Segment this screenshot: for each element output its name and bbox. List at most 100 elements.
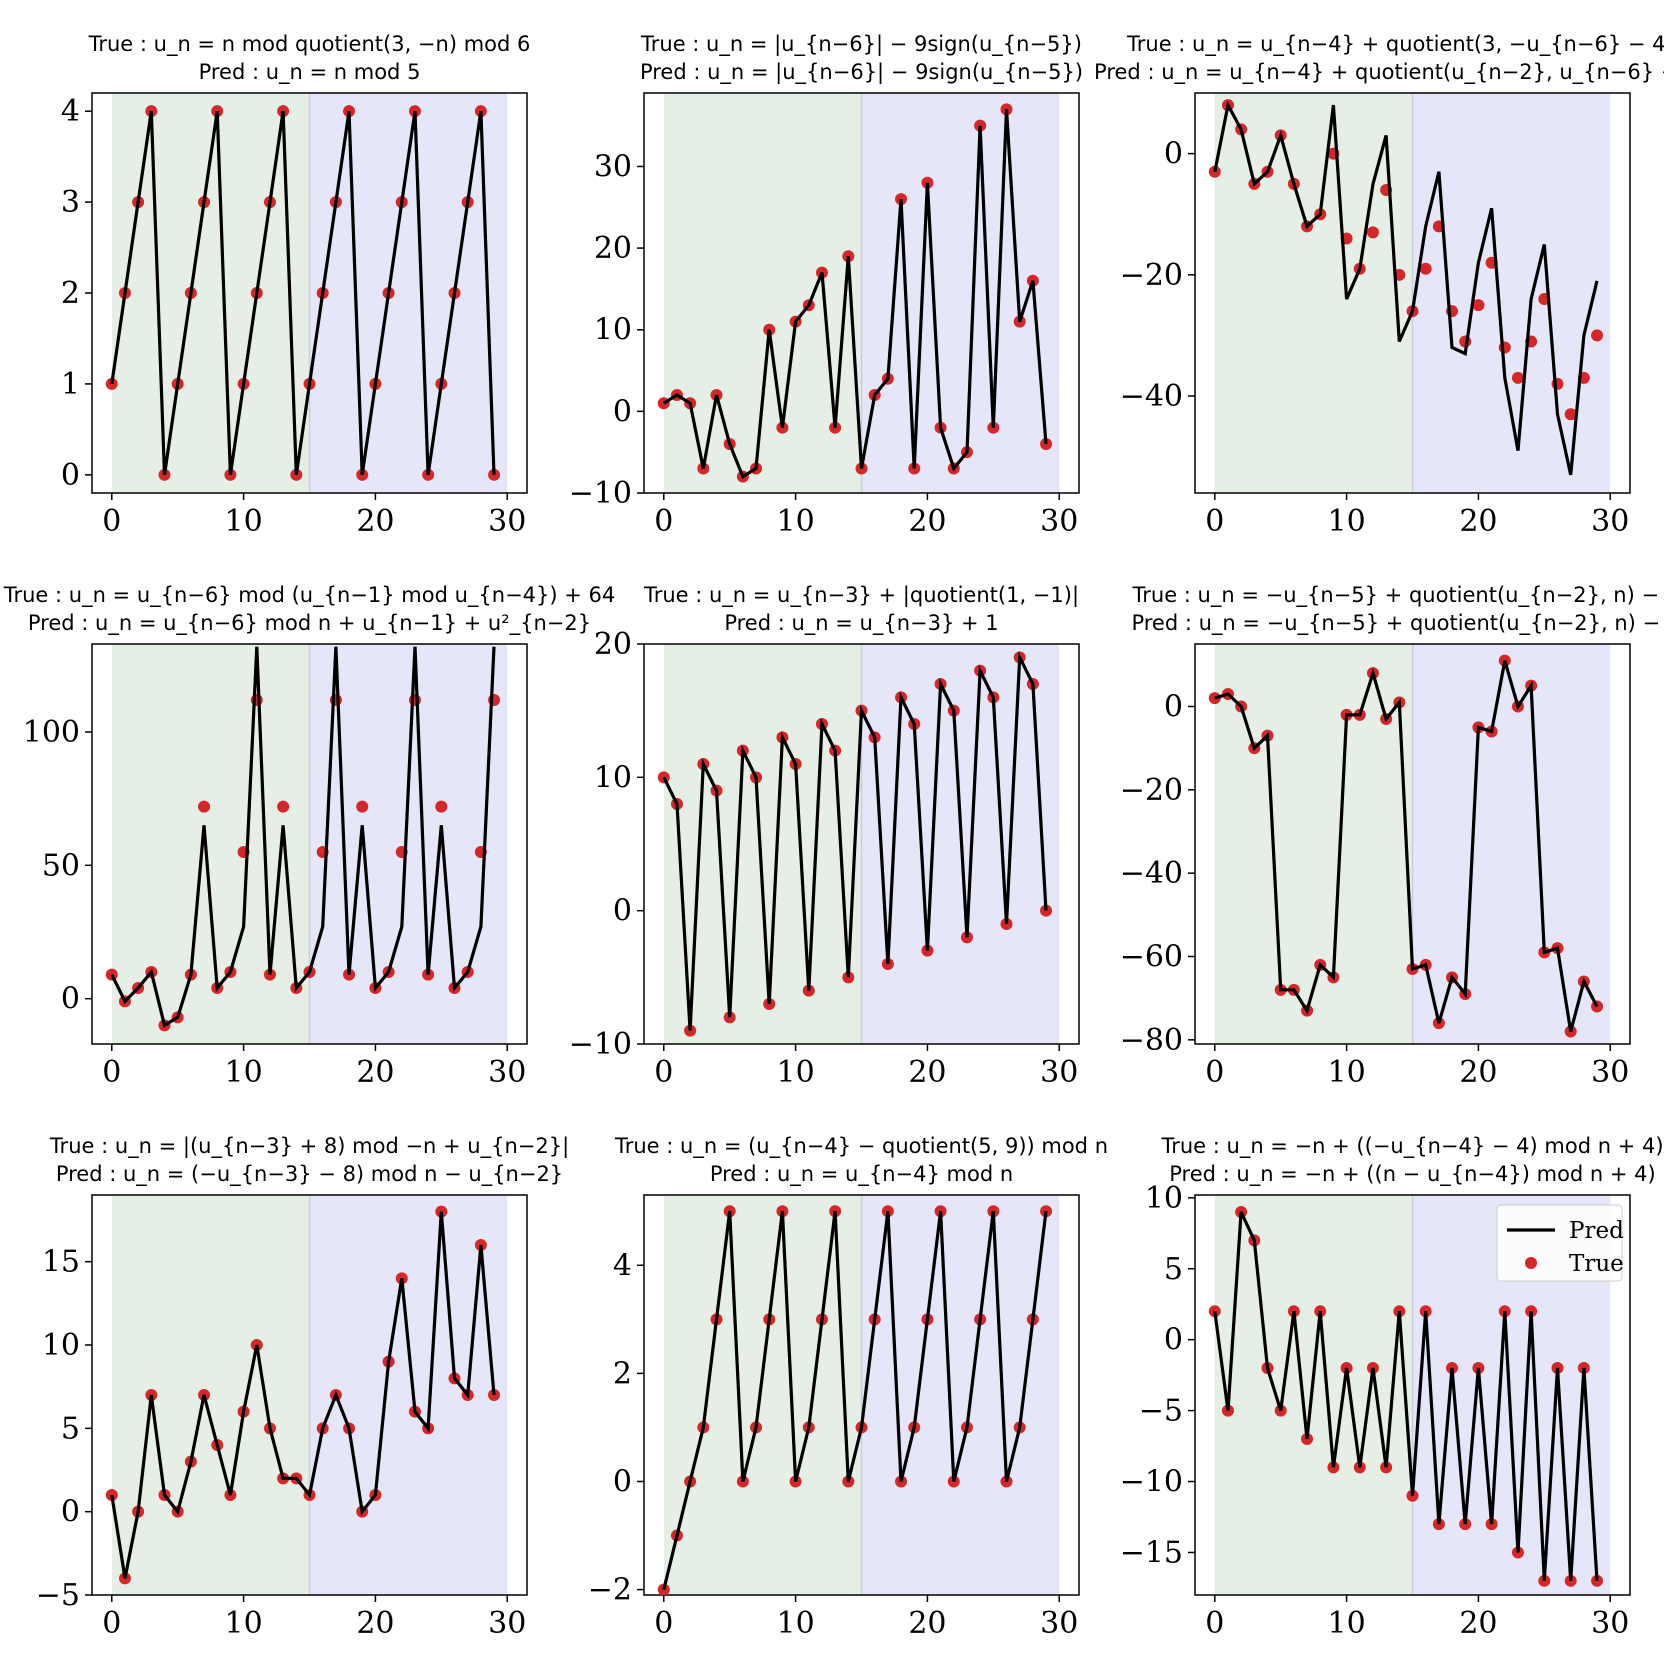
y-tick-label: 10 (594, 760, 632, 795)
y-tick-label: −10 (569, 1027, 632, 1062)
true-point (1472, 299, 1485, 312)
true-point (488, 468, 501, 481)
true-point (105, 1489, 118, 1501)
x-tick-label: 0 (1205, 1055, 1224, 1090)
pred-line (1213, 100, 1599, 476)
true-point (105, 377, 118, 390)
true-point (277, 800, 290, 813)
true-point (1040, 438, 1053, 451)
x-tick-label: 30 (1591, 504, 1629, 539)
legend-pred-label: Pred (1569, 1218, 1624, 1244)
subplot-6: True : u_n = −u_{n−5} + quotient(u_{n−2}… (1120, 583, 1664, 1090)
pred-line (662, 651, 1048, 1031)
y-tick-label: −20 (1120, 258, 1183, 293)
y-tick-label: 0 (1164, 1323, 1183, 1358)
x-tick-label: 0 (1205, 1606, 1224, 1641)
true-point (1564, 408, 1577, 421)
x-tick-label: 0 (102, 1055, 121, 1090)
y-tick-label: 5 (1164, 1252, 1183, 1287)
x-tick-label: 30 (488, 504, 526, 539)
y-tick-label: 100 (23, 715, 80, 750)
pred-line (662, 109, 1048, 480)
x-tick-label: 10 (224, 1055, 262, 1090)
x-tick-label: 30 (488, 1606, 526, 1641)
y-tick-label: 0 (613, 894, 632, 929)
legend-true-label: True (1569, 1251, 1624, 1277)
subplot-5: True : u_n = u_{n−3} + |quotient(1, −1)|… (569, 583, 1080, 1090)
y-tick-label: 0 (1164, 137, 1183, 172)
true-point (435, 800, 448, 813)
x-tick-label: 10 (224, 1606, 262, 1641)
subplot-title-pred: Pred : u_n = u_{n−4} mod n (710, 1162, 1013, 1187)
y-tick-label: 10 (1145, 1181, 1183, 1216)
x-tick-label: 0 (654, 1055, 673, 1090)
x-tick-label: 20 (1459, 1606, 1497, 1641)
axes-frame (91, 1194, 528, 1596)
y-tick-label: 0 (61, 458, 80, 493)
x-tick-label: 10 (776, 1606, 814, 1641)
y-tick-label: −5 (36, 1578, 80, 1613)
x-tick-label: 30 (1040, 1606, 1078, 1641)
axes-frame (643, 643, 1080, 1045)
x-tick-label: 30 (1591, 1055, 1629, 1090)
x-tick-label: 20 (1459, 1055, 1497, 1090)
x-tick-label: 20 (1459, 504, 1497, 539)
axes-frame (1194, 92, 1631, 494)
x-tick-label: 0 (102, 504, 121, 539)
test-region (309, 1195, 508, 1595)
y-tick-label: −15 (1120, 1535, 1183, 1570)
subplot-title-pred: Pred : u_n = −u_{n−5} + quotient(u_{n−2}… (1131, 611, 1664, 636)
x-tick-label: 0 (654, 504, 673, 539)
y-tick-label: 50 (42, 848, 80, 883)
x-tick-label: 30 (1040, 1055, 1078, 1090)
pred-line (1213, 1211, 1599, 1581)
train-region (663, 93, 862, 493)
pred-line (110, 646, 496, 1028)
x-tick-label: 30 (488, 1055, 526, 1090)
true-series (105, 105, 501, 481)
subplot-title-true: True : u_n = u_{n−3} + |quotient(1, −1)| (643, 583, 1079, 608)
train-region (663, 1195, 862, 1595)
x-tick-label: 20 (356, 1606, 394, 1641)
y-tick-label: 0 (61, 982, 80, 1017)
subplot-title-true: True : u_n = −n + ((−u_{n−4} − 4) mod n … (1160, 1134, 1663, 1159)
y-tick-label: −10 (569, 476, 632, 511)
x-tick-label: 20 (908, 1055, 946, 1090)
y-tick-label: 2 (61, 276, 80, 311)
x-tick-label: 30 (1040, 504, 1078, 539)
axes-frame (91, 643, 528, 1045)
true-point (1419, 262, 1432, 275)
pred-line (1214, 660, 1599, 1032)
subplot-title-true: True : u_n = (u_{n−4} − quotient(5, 9)) … (614, 1134, 1108, 1159)
train-region (111, 644, 310, 1044)
subplot-2: True : u_n = |u_{n−6}| − 9sign(u_{n−5}) P… (569, 32, 1083, 539)
subplot-title-true: True : u_n = n mod quotient(3, −n) mod 6 (88, 32, 531, 57)
x-tick-label: 20 (356, 504, 394, 539)
subplot-title-true: True : u_n = −u_{n−5} + quotient(u_{n−2}… (1132, 583, 1664, 608)
y-tick-label: 20 (594, 231, 632, 266)
y-tick-label: −20 (1120, 773, 1183, 808)
legend-true-swatch (1525, 1257, 1537, 1269)
x-tick-label: 10 (224, 504, 262, 539)
subplot-title-pred: Pred : u_n = u_{n−3} + 1 (724, 611, 998, 636)
true-point (1591, 1574, 1604, 1587)
train-region (111, 1195, 310, 1595)
x-tick-label: 20 (356, 1055, 394, 1090)
subplot-8: True : u_n = (u_{n−4} − quotient(5, 9)) … (588, 1134, 1108, 1641)
train-region (1214, 1195, 1413, 1595)
x-tick-label: 10 (776, 504, 814, 539)
y-tick-label: 20 (594, 627, 632, 662)
x-tick-label: 20 (908, 504, 946, 539)
true-point (1366, 226, 1379, 239)
true-point (488, 1389, 501, 1401)
pred-line (110, 1211, 496, 1579)
y-tick-label: 10 (594, 313, 632, 348)
y-tick-label: 30 (594, 149, 632, 184)
subplot-title-pred: Pred : u_n = (−u_{n−3} − 8) mod n − u_{n… (56, 1162, 563, 1187)
axes-frame (643, 1194, 1080, 1596)
y-tick-label: 1 (61, 367, 80, 402)
x-tick-label: 10 (1327, 1606, 1365, 1641)
test-region (861, 1195, 1060, 1595)
y-tick-label: 0 (1164, 690, 1183, 725)
